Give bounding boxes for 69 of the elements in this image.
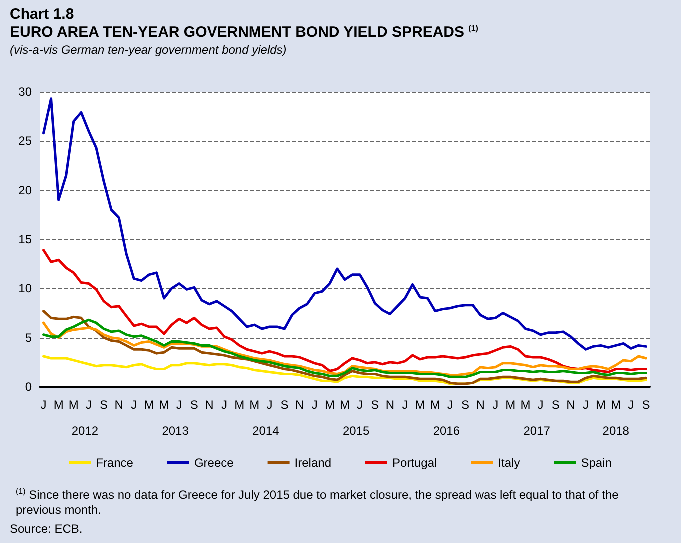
x-tick-label: J — [86, 398, 92, 412]
x-tick-label: M — [520, 398, 531, 412]
x-tick-label: M — [415, 398, 426, 412]
x-tick-label: M — [250, 398, 260, 412]
x-tick-label: M — [596, 398, 606, 412]
x-tick-label: J — [447, 398, 454, 412]
legend-label: Italy — [498, 456, 520, 470]
x-tick-label: J — [402, 398, 408, 412]
text: 2016 — [433, 424, 460, 438]
x-tick-label: M — [430, 398, 440, 412]
x-tick-label: J — [266, 398, 273, 412]
x-tick-label: N — [205, 398, 214, 412]
text: $^{(1)}$ Since there was no data for Greece for July 2015 due to market closure, the spread was left equal to that of the previous month. — [16, 486, 620, 518]
x-tick-label: S — [552, 398, 560, 412]
x-tick-label: M — [54, 398, 64, 412]
text: 2018 — [602, 424, 630, 438]
line-series — [42, 310, 648, 386]
legend-label: France — [96, 456, 134, 470]
legend-label: Portugal — [392, 456, 438, 470]
line-series — [42, 98, 648, 351]
y-tick-label: 10 — [18, 282, 32, 296]
x-tick-label: M — [159, 398, 170, 412]
x-tick-label: S — [371, 398, 380, 412]
legend-label: Spain — [581, 456, 612, 470]
text: 2012 — [72, 424, 99, 438]
x-tick-label: J — [582, 398, 589, 412]
line-series — [42, 249, 648, 374]
x-tick-label: N — [386, 398, 395, 412]
x-tick-label: J — [492, 398, 499, 412]
legend-label: Ireland — [294, 456, 332, 470]
x-tick-label: S — [461, 398, 470, 412]
y-tick-label: 5 — [25, 330, 32, 345]
y-tick-label: 0 — [25, 380, 32, 394]
caption: Chart 1.8 — [10, 6, 76, 23]
x-tick-label: M — [611, 398, 622, 412]
x-tick-label: J — [312, 398, 318, 412]
y-tick-label: 15 — [18, 232, 32, 246]
y-tick-label: 25 — [18, 134, 32, 148]
chart-subtitle: (vis-a-vis German ten-year government bond yields) — [10, 43, 288, 57]
x-tick-label: N — [476, 398, 485, 412]
x-tick-label: J — [628, 398, 634, 412]
x-tick-label: J — [538, 398, 544, 412]
x-tick-label: J — [131, 398, 138, 412]
x-tick-label: M — [340, 398, 350, 412]
y-tick-label: 30 — [18, 85, 32, 99]
x-tick-label: M — [68, 398, 79, 412]
x-tick-label: N — [295, 398, 304, 412]
x-tick-label: S — [100, 398, 108, 412]
x-tick-label: M — [144, 398, 154, 412]
text: 2015 — [342, 424, 370, 438]
x-tick-label: S — [642, 398, 650, 412]
x-tick-label: J — [40, 398, 47, 412]
x-tick-label: M — [506, 398, 516, 412]
y-tick-label: 20 — [18, 183, 32, 198]
x-tick-label: M — [324, 398, 335, 412]
text: 2013 — [162, 424, 190, 438]
text: 2017 — [524, 424, 551, 438]
x-tick-label: S — [280, 398, 289, 412]
text: 2014 — [252, 424, 280, 438]
x-tick-label: M — [234, 398, 245, 412]
legend-label: Greece — [194, 456, 234, 470]
x-tick-label: J — [176, 398, 182, 412]
source-note: Source: ECB. — [10, 522, 83, 536]
x-tick-label: J — [357, 398, 364, 412]
x-tick-label: N — [566, 398, 576, 412]
x-tick-label: S — [190, 398, 198, 412]
x-tick-label: J — [222, 398, 228, 412]
x-tick-label: N — [114, 398, 124, 412]
chart-title: EURO AREA TEN-YEAR GOVERNMENT BOND YIELD SPREADS $^{(1)}$ — [10, 24, 480, 41]
